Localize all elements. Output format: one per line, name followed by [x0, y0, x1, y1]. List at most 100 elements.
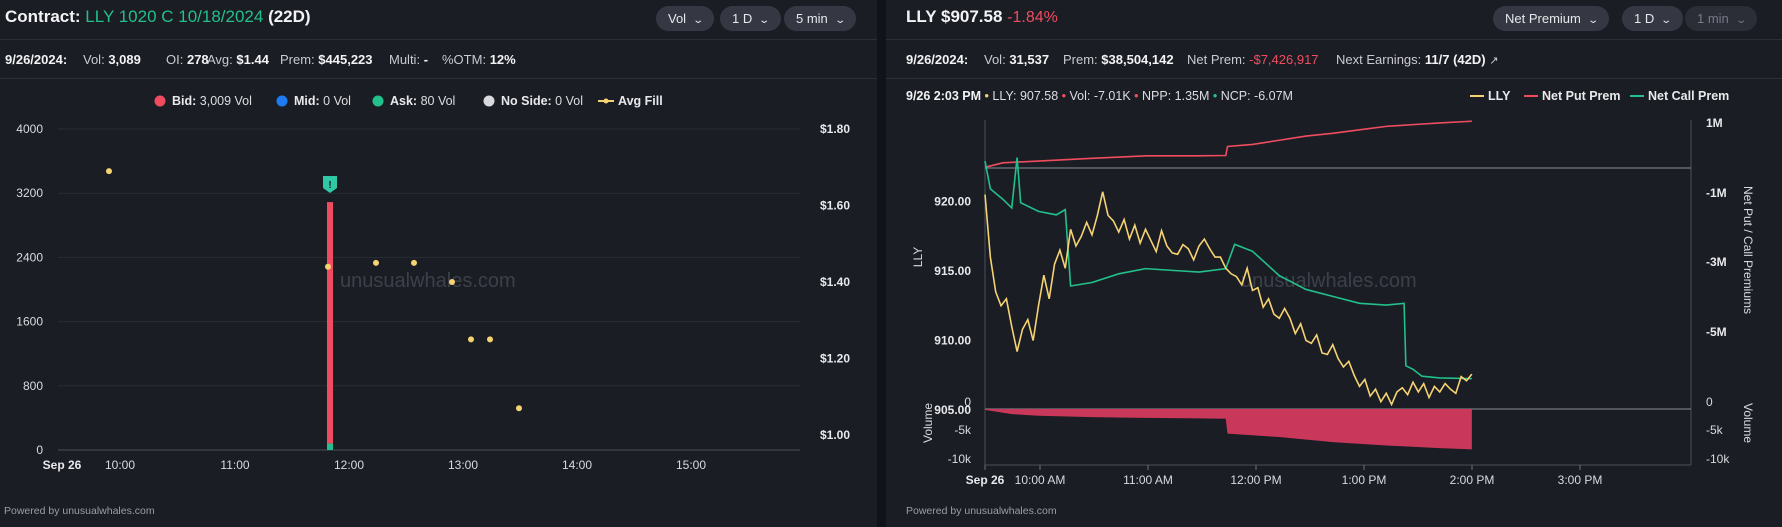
net-put-prem-line — [984, 120, 1472, 169]
stats-date: 9/26/2024: — [906, 52, 969, 67]
lly-price-line — [984, 191, 1473, 407]
contract-volume-chart: Bid: 3,009 Vol Mid: 0 Vol Ask: 80 Vol No Si… — [16, 94, 850, 472]
volume-tick-right: -5k — [1706, 423, 1724, 437]
legend-item-2: Net Call Prem — [1648, 89, 1729, 103]
volume-tick-left: -10k — [948, 452, 972, 466]
net-premium-chart: 9/26 2:03 PM • LLY: 907.58 • Vol: -7.01K… — [906, 89, 1755, 487]
volume-tick-right: 0 — [1706, 395, 1713, 409]
ticker-stats-bar: 9/26/2024: Vol: 31,537 Prem: $38,504,142… — [886, 41, 1782, 79]
chevron-down-icon: ⌄ — [1660, 15, 1673, 26]
stats-open-interest: OI: 278 — [166, 52, 209, 67]
x-tick-label: 10:00 — [105, 458, 135, 472]
x-tick-label: 14:00 — [562, 458, 592, 472]
y-tick-label: 2400 — [16, 250, 43, 264]
x-tick-label: Sep 26 — [966, 473, 1005, 487]
alert-flag-icon — [323, 176, 337, 193]
x-tick-label: 13:00 — [448, 458, 478, 472]
contract-title: Contract: LLY 1020 C 10/18/2024 (22D) — [5, 7, 311, 27]
volume-axis-label-right: Volume — [1741, 403, 1755, 443]
ticker-header: LLY $907.58 -1.84% Net Premium ⌄ 1 D ⌄ 1 m… — [886, 0, 1782, 40]
chevron-down-icon: ⌄ — [692, 15, 705, 26]
bar-bid — [327, 202, 333, 444]
alert-flag-mark: ! — [328, 180, 331, 191]
x-tick-label: 1:00 PM — [1342, 473, 1387, 487]
watermark: unusualwhales.com — [340, 270, 516, 292]
metric-dropdown[interactable]: Vol ⌄ — [656, 6, 715, 31]
avg-fill-point — [516, 405, 522, 412]
chevron-down-icon: ⌄ — [1587, 15, 1599, 26]
chevron-down-icon: ⌄ — [834, 15, 846, 26]
x-tick-label: 12:00 PM — [1230, 473, 1281, 487]
chevron-down-icon: ⌄ — [1735, 15, 1747, 26]
y2-tick-label: $1.20 — [820, 352, 850, 366]
avg-fill-point — [325, 263, 331, 270]
left-axis-label: LLY — [911, 247, 925, 267]
y2-tick-label: -3M — [1706, 255, 1727, 269]
bar-ask — [327, 443, 333, 450]
y2-tick-label: $1.60 — [820, 199, 850, 213]
ticker-title: LLY $907.58 -1.84% — [906, 7, 1058, 27]
external-link-icon[interactable]: ↗ — [1489, 55, 1499, 67]
powered-by[interactable]: Powered by unusualwhales.com — [4, 505, 155, 517]
y-tick-label: 915.00 — [934, 264, 971, 278]
x-tick-label: 2:00 PM — [1450, 473, 1495, 487]
contract-symbol[interactable]: LLY 1020 C 10/18/2024 — [85, 7, 264, 26]
contract-header: Contract: LLY 1020 C 10/18/2024 (22D) Vo… — [0, 0, 877, 40]
legend-swatch-2 — [372, 95, 384, 107]
title-prefix: Contract: — [5, 7, 81, 26]
avg-fill-point — [106, 168, 112, 175]
days-to-expiry: (22D) — [268, 7, 311, 26]
legend-item-4: Avg Fill — [618, 94, 663, 108]
y-tick-label: 905.00 — [934, 403, 971, 417]
y2-tick-label: $1.00 — [820, 428, 850, 442]
legend-item-2: Ask: 80 Vol — [390, 94, 455, 108]
range-dropdown[interactable]: 1 D ⌄ — [720, 6, 781, 31]
avg-fill-point — [487, 336, 493, 343]
hover-info: 9/26 2:03 PM • LLY: 907.58 • Vol: -7.01K… — [906, 89, 1293, 103]
x-tick-label: 12:00 — [334, 458, 364, 472]
net-premium-dropdown[interactable]: Net Premium ⌄ — [1493, 6, 1610, 31]
stats-premium: Prem: $38,504,142 — [1063, 52, 1174, 67]
volume-tick-left: -5k — [954, 423, 972, 437]
legend-item-1: Net Put Prem — [1542, 89, 1621, 103]
contract-stats-bar: 9/26/2024: Vol: 3,089 OI: 278 Avg: $1.44… — [0, 41, 877, 79]
y2-tick-label: $1.40 — [820, 275, 850, 289]
y2-tick-label: -5M — [1706, 325, 1727, 339]
stats-premium: Prem: $445,223 — [280, 52, 373, 67]
y2-tick-label: -1M — [1706, 186, 1727, 200]
y-tick-label: 920.00 — [934, 195, 971, 209]
legend-swatch-avg-fill-dot — [603, 98, 609, 104]
x-tick-label: 15:00 — [676, 458, 706, 472]
legend-item-0: LLY — [1488, 89, 1511, 103]
interval-dropdown[interactable]: 5 min ⌄ — [784, 6, 857, 31]
ticker-panel: LLY $907.58 -1.84% Net Premium ⌄ 1 D ⌄ 1 m… — [886, 0, 1782, 527]
stats-date: 9/26/2024: — [5, 52, 68, 67]
stats-otm: %OTM: 12% — [442, 52, 516, 67]
volume-area — [985, 409, 1472, 450]
stats-volume: Vol: 31,537 — [984, 52, 1050, 67]
net-call-prem-line — [984, 157, 1472, 380]
avg-fill-point — [449, 279, 455, 285]
stats-next-earnings[interactable]: Next Earnings: 11/7 (42D) ↗ — [1336, 52, 1499, 67]
y-tick-label: 0 — [36, 443, 43, 457]
y2-tick-label: 1M — [1706, 116, 1723, 130]
range-dropdown[interactable]: 1 D ⌄ — [1622, 6, 1683, 31]
y-tick-label: 4000 — [16, 122, 43, 136]
avg-fill-point — [373, 259, 379, 266]
chevron-down-icon: ⌄ — [758, 15, 771, 26]
legend-swatch-1 — [276, 95, 288, 107]
legend-item-0: Bid: 3,009 Vol — [172, 94, 252, 108]
powered-by[interactable]: Powered by unusualwhales.com — [906, 505, 1057, 517]
ticker-symbol[interactable]: LLY — [906, 7, 937, 26]
avg-fill-point — [411, 259, 417, 266]
interval-dropdown[interactable]: 1 min ⌄ — [1685, 6, 1758, 31]
ticker-change: -1.84% — [1007, 9, 1058, 26]
x-tick-label: 11:00 — [220, 458, 249, 472]
watermark: unusualwhales.com — [1241, 270, 1417, 292]
x-tick-label: 3:00 PM — [1558, 473, 1603, 487]
ticker-price: $907.58 — [940, 7, 1003, 26]
legend-item-1: Mid: 0 Vol — [294, 94, 351, 108]
x-tick-label: 11:00 AM — [1123, 473, 1173, 487]
stats-average: Avg: $1.44 — [207, 52, 269, 67]
legend-item-3: No Side: 0 Vol — [501, 94, 583, 108]
